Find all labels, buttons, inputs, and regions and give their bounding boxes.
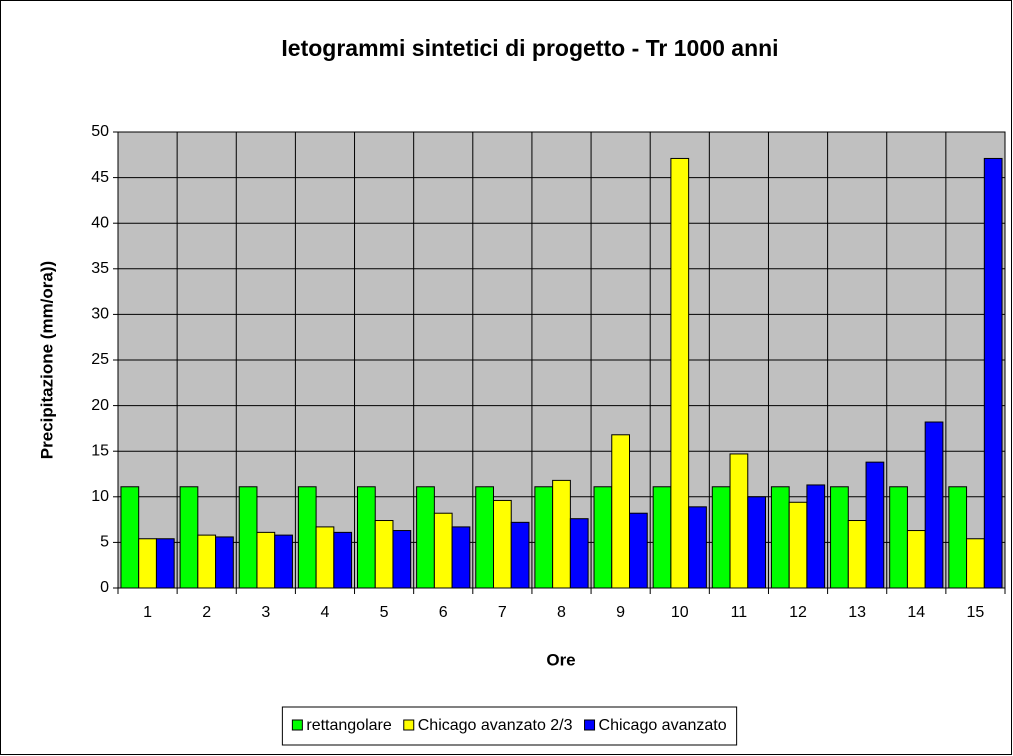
bar	[510, 521, 530, 589]
chart-title: Ietogrammi sintetici di progetto - Tr 10…	[281, 35, 778, 61]
y-tick-label: 40	[91, 214, 109, 231]
bar	[552, 479, 571, 589]
x-tick-label: 7	[498, 604, 507, 621]
bar	[120, 486, 140, 589]
x-tick-label: 14	[907, 604, 925, 621]
bar	[534, 486, 554, 589]
bar	[297, 486, 317, 589]
bar	[274, 534, 293, 589]
y-axis-label: Precipitazione (mm/ora))	[37, 261, 56, 459]
x-axis-label: Ore	[546, 650, 575, 669]
bar	[966, 538, 985, 589]
bar	[238, 486, 258, 589]
x-tick-label: 4	[321, 604, 330, 621]
x-tick-label: 13	[848, 604, 866, 621]
bar	[593, 486, 613, 589]
x-tick-label: 5	[380, 604, 389, 621]
bar	[215, 536, 234, 589]
bar	[865, 461, 885, 589]
bar	[788, 501, 808, 589]
bar	[948, 486, 968, 589]
bar	[333, 531, 353, 589]
bar	[806, 484, 826, 589]
bar	[652, 486, 672, 589]
bar	[889, 486, 908, 589]
legend-box	[281, 706, 738, 746]
y-tick-label: 30	[91, 306, 109, 323]
bar	[374, 520, 394, 589]
x-tick-label: 3	[261, 604, 270, 621]
y-tick-label: 15	[91, 442, 109, 459]
bar	[433, 512, 453, 589]
bar	[747, 496, 767, 589]
x-tick-label: 15	[967, 604, 985, 621]
bar	[197, 534, 217, 589]
bar	[830, 486, 849, 589]
bar	[451, 526, 471, 589]
x-tick-label: 9	[616, 604, 625, 621]
legend-marker	[291, 719, 303, 731]
legend-label: rettangolare	[306, 717, 391, 734]
y-tick-label: 45	[91, 169, 109, 186]
bar	[179, 486, 199, 589]
x-tick-label: 12	[789, 604, 807, 621]
bar	[711, 486, 731, 589]
bar	[256, 531, 276, 589]
y-tick-label: 20	[91, 397, 109, 414]
bar	[924, 421, 944, 589]
bar	[315, 526, 335, 589]
legend-label: Chicago avanzato 2/3	[418, 717, 573, 734]
bar	[629, 512, 648, 589]
y-tick-label: 50	[91, 123, 109, 140]
bar	[155, 538, 175, 589]
bar	[688, 506, 707, 589]
bar	[847, 520, 867, 589]
y-tick-label: 0	[100, 579, 109, 596]
bar	[392, 530, 412, 589]
x-tick-label: 10	[671, 604, 689, 621]
bar	[770, 486, 790, 589]
x-tick-label: 2	[202, 604, 211, 621]
y-tick-label: 10	[91, 488, 109, 505]
legend-label: Chicago avanzato	[599, 717, 727, 734]
y-tick-label: 5	[100, 534, 109, 551]
bar	[983, 157, 1003, 589]
y-tick-label: 35	[91, 260, 109, 277]
legend: rettangolare Chicago avanzato 2/3 Chicago …	[281, 706, 738, 746]
bar	[906, 530, 926, 589]
x-tick-label: 6	[439, 604, 448, 621]
legend-marker	[403, 719, 415, 731]
bar	[611, 434, 631, 589]
x-tick-label: 1	[143, 604, 152, 621]
y-tick-label: 25	[91, 351, 109, 368]
bar	[569, 518, 589, 589]
bar	[492, 499, 512, 589]
x-tick-label: 8	[557, 604, 566, 621]
bar	[670, 157, 690, 589]
bar	[475, 486, 494, 589]
legend-marker	[584, 719, 596, 731]
bar	[138, 538, 157, 589]
bar	[356, 486, 376, 589]
bar	[416, 486, 435, 589]
x-tick-label: 11	[731, 604, 748, 621]
bar	[729, 453, 749, 589]
